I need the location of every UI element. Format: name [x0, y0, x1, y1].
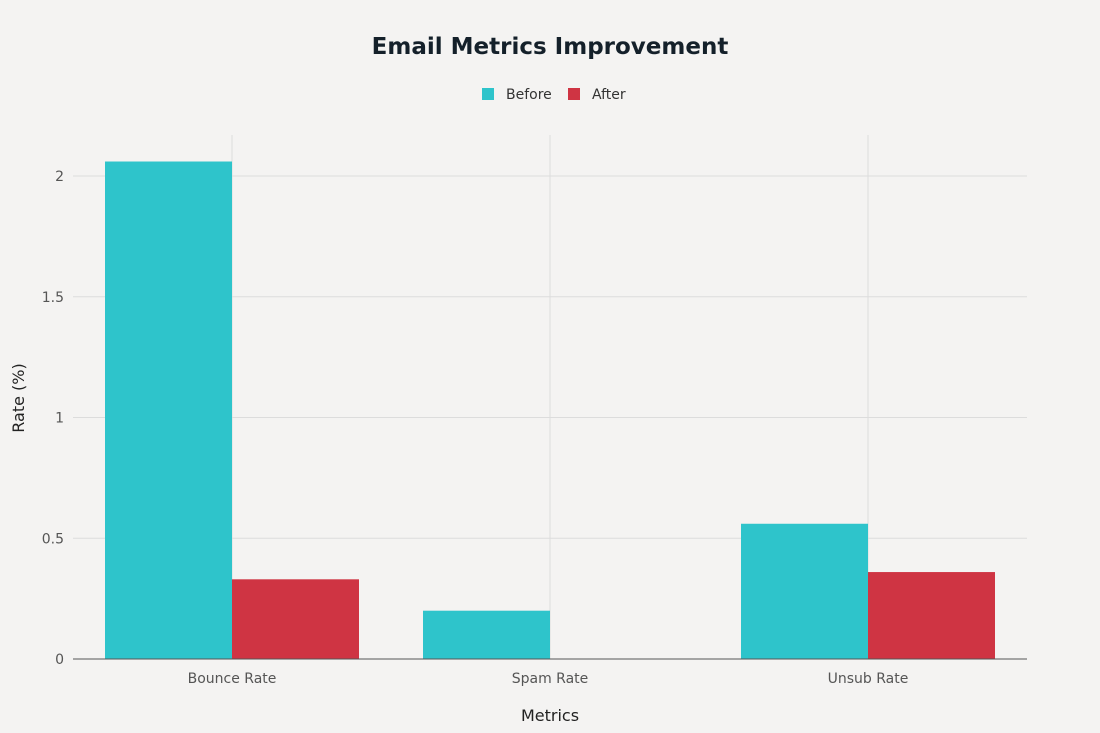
bar-before-unsub-rate[interactable] [741, 523, 868, 659]
y-tick-label: 1 [55, 411, 64, 427]
bars [105, 161, 995, 659]
bar-after-bounce-rate[interactable] [232, 579, 359, 659]
bar-after-unsub-rate[interactable] [868, 572, 995, 659]
bar-before-bounce-rate[interactable] [105, 161, 232, 659]
y-tick-label: 0.5 [42, 531, 64, 547]
x-tick-label: Bounce Rate [188, 671, 277, 687]
legend-swatch-after[interactable] [568, 88, 580, 100]
x-tick-label: Spam Rate [512, 671, 589, 687]
legend-swatch-before[interactable] [482, 88, 494, 100]
y-tick-label: 0 [55, 652, 64, 668]
chart-title: Email Metrics Improvement [372, 34, 729, 60]
chart-legend: Before After [482, 87, 626, 103]
x-axis-title: Metrics [521, 706, 579, 725]
axes: 0 0.5 1 1.5 2 Bounce Rate Spam Rate Unsub Rate [42, 169, 1027, 687]
y-tick-label: 2 [55, 169, 64, 185]
y-axis-title: Rate (%) [9, 363, 28, 432]
legend-label-before[interactable]: Before [506, 87, 552, 103]
x-tick-label: Unsub Rate [828, 671, 909, 687]
bar-before-spam-rate[interactable] [423, 610, 550, 659]
legend-label-after[interactable]: After [592, 87, 626, 103]
y-tick-label: 1.5 [42, 290, 64, 306]
